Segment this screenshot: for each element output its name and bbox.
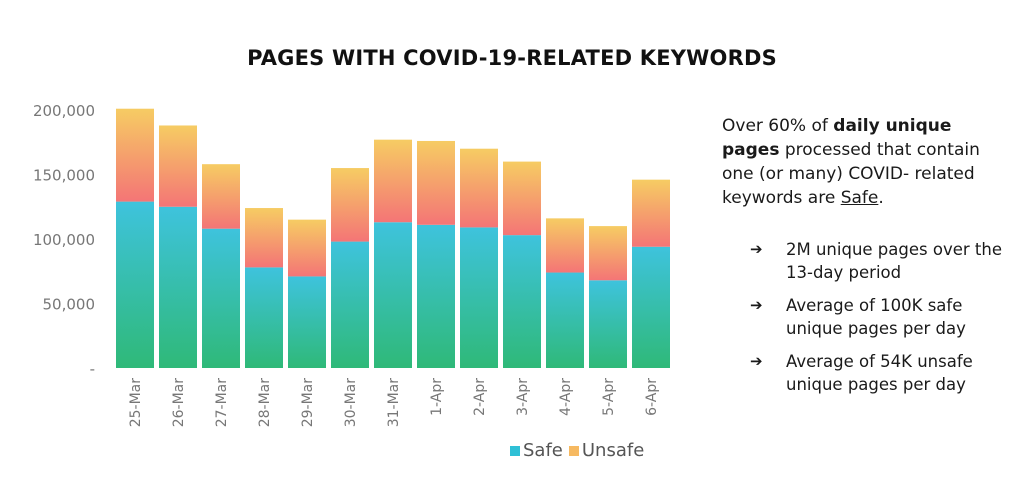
bar-unsafe-26-Mar xyxy=(159,125,197,207)
legend-item-unsafe: Unsafe xyxy=(568,440,644,461)
x-tick-label: 25-Mar xyxy=(128,378,144,428)
bar-safe-31-Mar xyxy=(374,222,412,368)
bullet-list: ➔ 2M unique pages over the 13-day period… xyxy=(750,238,1010,406)
x-tick-label: 6-Apr xyxy=(644,378,660,416)
bar-unsafe-1-Apr xyxy=(417,140,455,225)
bullet-item: ➔ Average of 54K unsafe unique pages per… xyxy=(750,352,973,394)
bar-safe-27-Mar xyxy=(202,228,240,368)
legend-swatch-unsafe xyxy=(568,445,579,456)
arrow-icon: ➔ xyxy=(750,240,763,258)
arrow-icon: ➔ xyxy=(750,296,763,314)
bar-unsafe-3-Apr xyxy=(503,161,541,236)
bar-unsafe-29-Mar xyxy=(288,219,326,277)
bar-unsafe-28-Mar xyxy=(245,208,283,268)
bar-safe-25-Mar xyxy=(116,201,154,368)
bar-unsafe-2-Apr xyxy=(460,148,498,228)
bar-safe-29-Mar xyxy=(288,276,326,368)
x-tick-label: 2-Apr xyxy=(472,378,488,416)
x-tick-label: 3-Apr xyxy=(515,378,531,416)
y-tick-label: - xyxy=(90,360,95,378)
x-tick-label: 30-Mar xyxy=(343,378,359,428)
bar-safe-4-Apr xyxy=(546,272,584,368)
x-tick-label: 5-Apr xyxy=(601,378,617,416)
bar-unsafe-5-Apr xyxy=(589,226,627,281)
y-tick-label: 50,000 xyxy=(43,296,96,314)
bar-unsafe-25-Mar xyxy=(116,108,154,202)
x-tick-label: 29-Mar xyxy=(300,378,316,428)
stacked-bar-chart: - 50,000 100,000 150,000 200,000 25-Mar 26-Ma… xyxy=(33,102,670,428)
x-axis: 25-Mar 26-Mar 27-Mar 28-Mar 29-Mar 30-Mar 31-M… xyxy=(128,378,660,428)
bar-safe-6-Apr xyxy=(632,246,670,368)
bullet-item: ➔ 2M unique pages over the 13-day period xyxy=(750,240,1002,282)
bar-safe-3-Apr xyxy=(503,235,541,368)
bar-safe-26-Mar xyxy=(159,206,197,368)
chart-title: PAGES WITH COVID-19-RELATED KEYWORDS xyxy=(247,46,777,70)
y-tick-label: 150,000 xyxy=(33,167,95,185)
bars xyxy=(116,108,670,368)
arrow-icon: ➔ xyxy=(750,352,763,370)
legend-swatch-safe xyxy=(510,445,520,456)
bar-unsafe-4-Apr xyxy=(546,218,584,273)
bar-unsafe-27-Mar xyxy=(202,164,240,229)
bar-safe-1-Apr xyxy=(417,224,455,368)
summary-underline: Safe xyxy=(840,188,879,208)
x-tick-label: 31-Mar xyxy=(386,378,402,428)
summary-text: Over 60% of daily unique pages processed… xyxy=(722,116,980,208)
x-tick-label: 27-Mar xyxy=(214,378,230,428)
y-axis: - 50,000 100,000 150,000 200,000 xyxy=(33,102,95,378)
x-tick-label: 1-Apr xyxy=(429,378,445,416)
x-tick-label: 26-Mar xyxy=(171,378,187,428)
bar-safe-28-Mar xyxy=(245,267,283,368)
x-tick-label: 4-Apr xyxy=(558,378,574,416)
bar-unsafe-6-Apr xyxy=(632,179,670,247)
x-tick-label: 28-Mar xyxy=(257,378,273,428)
bar-safe-2-Apr xyxy=(460,227,498,368)
y-tick-label: 200,000 xyxy=(33,102,95,120)
legend-item-safe: Safe xyxy=(510,440,563,461)
legend: Safe Unsafe xyxy=(510,440,650,461)
bar-safe-5-Apr xyxy=(589,280,627,368)
bar-unsafe-31-Mar xyxy=(374,139,412,223)
y-tick-label: 100,000 xyxy=(33,231,95,249)
bar-safe-30-Mar xyxy=(331,241,369,368)
bar-unsafe-30-Mar xyxy=(331,168,369,242)
summary-bold: daily unique pages xyxy=(722,116,952,160)
bullet-item: ➔ Average of 100K safe unique pages per … xyxy=(750,296,966,338)
